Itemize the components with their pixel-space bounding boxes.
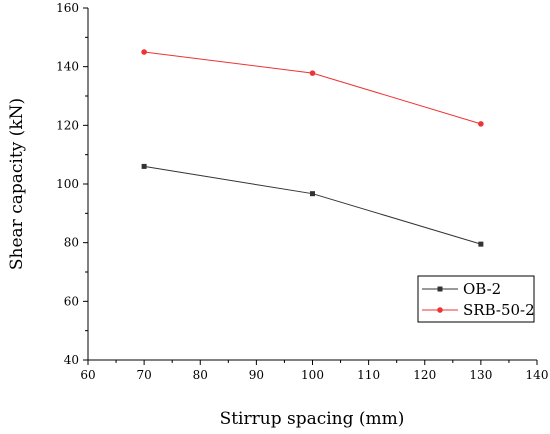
legend-box	[417, 275, 535, 323]
x-tick-label: 140	[526, 368, 549, 382]
series-layer	[141, 49, 484, 247]
series-line-2	[144, 51, 482, 125]
data-point	[309, 70, 316, 76]
y-tick-label: 160	[56, 1, 79, 15]
data-point	[478, 241, 484, 247]
x-tick-label: 130	[469, 368, 492, 382]
data-point	[310, 191, 315, 197]
data-point	[478, 121, 484, 127]
y-tick-label: 100	[56, 177, 79, 191]
x-tick-label: 120	[413, 368, 436, 382]
legend: OB-2 SRB-50-2	[417, 275, 535, 323]
legend-entries: OB-2 SRB-50-2	[422, 280, 535, 319]
y-tick-label: 140	[56, 60, 79, 74]
legend-label: OB-2	[463, 280, 501, 298]
x-axis-ticks: 60 70 80 90 100 110 120 130 140	[80, 360, 548, 382]
y-tick-label: 40	[64, 353, 79, 367]
x-tick-label: 90	[249, 368, 264, 382]
y-tick-label: 120	[56, 118, 79, 132]
y-axis-title: Shear capacity (kN)	[7, 98, 27, 270]
legend-marker	[437, 286, 443, 292]
x-tick-label: 60	[80, 368, 95, 382]
x-axis-title: Stirrup spacing (mm)	[220, 409, 405, 429]
data-point	[141, 163, 147, 169]
y-tick-label: 60	[64, 294, 79, 308]
legend-marker	[437, 307, 443, 313]
x-tick-label: 80	[193, 368, 208, 382]
series-line-1	[144, 165, 482, 245]
legend-label: SRB-50-2	[463, 301, 535, 319]
y-axis-ticks: 40 60 80 100 120 140 160	[56, 1, 88, 367]
x-tick-label: 70	[136, 368, 151, 382]
y-tick-label: 80	[64, 236, 79, 250]
x-tick-label: 110	[357, 368, 380, 382]
x-tick-label: 100	[301, 368, 324, 382]
data-point	[141, 49, 147, 55]
